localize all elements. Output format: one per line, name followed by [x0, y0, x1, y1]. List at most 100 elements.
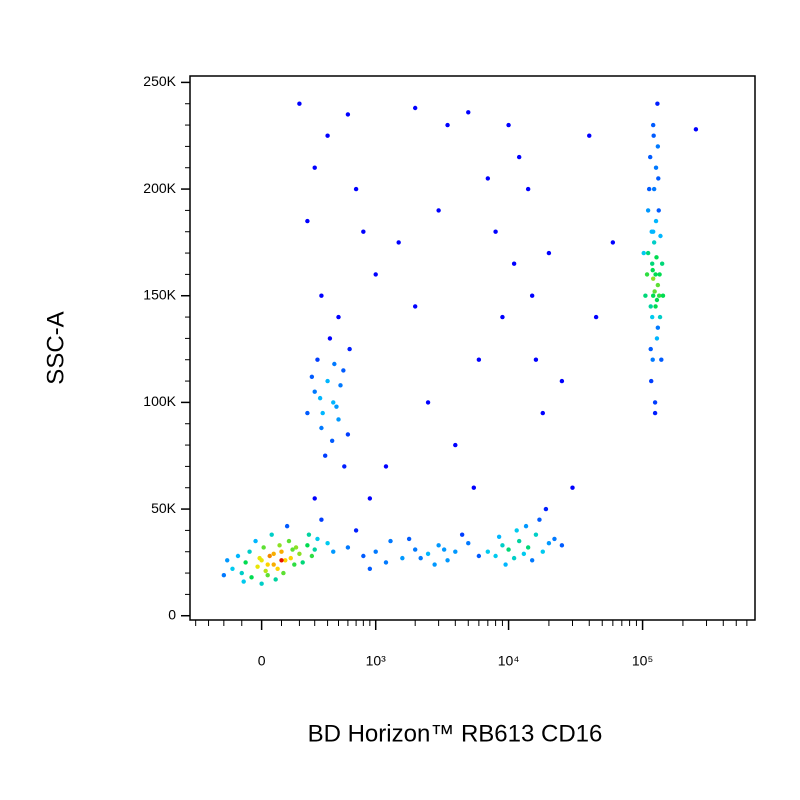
event-dot	[646, 186, 652, 192]
event-dot	[445, 558, 450, 563]
event-dot	[388, 538, 393, 544]
event-dot	[305, 543, 310, 548]
event-dot	[650, 267, 655, 273]
event-dot	[459, 532, 465, 537]
event-dot	[312, 165, 317, 170]
event-dot	[652, 289, 657, 294]
event-dot	[425, 400, 431, 405]
event-dot	[225, 558, 230, 563]
event-dot	[453, 549, 458, 554]
event-dot	[367, 566, 373, 571]
event-dot	[263, 568, 268, 574]
event-dot	[649, 378, 654, 384]
event-dot	[525, 545, 531, 550]
event-dot	[271, 551, 276, 557]
event-dot	[334, 404, 339, 409]
event-dot	[279, 558, 284, 563]
event-dot	[493, 553, 498, 559]
event-dot	[441, 547, 447, 552]
event-dot	[655, 325, 661, 330]
event-dot	[259, 581, 264, 586]
event-dot	[331, 549, 336, 554]
event-dot	[277, 543, 282, 548]
event-dot	[493, 229, 498, 234]
x-tick-label: 0	[258, 653, 266, 669]
event-dot	[654, 297, 660, 303]
event-dot	[658, 233, 663, 239]
y-axis-title: SSC-A	[42, 311, 69, 384]
event-dot	[257, 555, 262, 561]
event-dot	[485, 549, 491, 554]
event-dot	[322, 453, 328, 458]
event-dot	[396, 240, 401, 245]
event-dot	[533, 532, 539, 537]
event-dot	[281, 570, 286, 576]
event-dot	[643, 293, 648, 298]
event-dot	[286, 538, 292, 544]
x-tick-label: 10⁴	[498, 653, 520, 669]
event-dot	[353, 186, 359, 192]
x-axis-title: BD Horizon™ RB613 CD16	[308, 720, 603, 747]
event-dot	[425, 551, 431, 557]
event-dot	[593, 314, 599, 320]
event-dot	[653, 218, 659, 224]
event-dot	[432, 562, 437, 567]
y-tick-label: 250K	[143, 73, 176, 89]
event-dot	[290, 547, 295, 552]
event-dot	[241, 579, 246, 584]
event-dot	[275, 566, 280, 571]
event-dot	[300, 560, 305, 565]
event-dot	[331, 400, 336, 405]
event-dot	[654, 336, 660, 341]
event-dot	[312, 496, 317, 501]
event-dot	[476, 357, 482, 362]
event-dot	[230, 566, 235, 571]
event-dot	[644, 272, 650, 277]
event-dot	[367, 496, 373, 501]
event-dot	[373, 549, 378, 554]
event-dot	[279, 549, 284, 554]
event-dot	[570, 485, 575, 490]
event-dot	[453, 442, 458, 448]
event-dot	[540, 549, 545, 554]
event-dot	[319, 517, 324, 522]
event-dot	[319, 293, 324, 298]
event-dot	[523, 523, 529, 529]
event-dot	[655, 144, 661, 149]
event-dot	[261, 545, 266, 550]
event-dot	[525, 186, 531, 192]
event-dot	[656, 176, 661, 181]
event-dot	[306, 532, 312, 537]
y-tick-label: 100K	[143, 393, 176, 409]
event-dot	[476, 553, 482, 559]
event-dot	[383, 560, 389, 565]
event-dot	[332, 361, 337, 367]
event-dot	[652, 410, 658, 416]
event-dot	[485, 176, 491, 181]
event-dot	[650, 293, 656, 298]
event-dot	[269, 532, 274, 537]
event-dot	[325, 378, 330, 384]
event-dot	[511, 261, 517, 266]
event-dot	[383, 464, 389, 469]
event-dot	[309, 553, 315, 559]
event-dot	[657, 272, 662, 277]
event-dot	[649, 229, 654, 234]
y-tick-label: 0	[168, 606, 176, 622]
event-dot	[361, 229, 366, 234]
event-dot	[651, 240, 657, 245]
event-dot	[309, 374, 315, 379]
event-dot	[345, 112, 351, 117]
event-dot	[511, 555, 517, 561]
event-dot	[500, 543, 505, 548]
event-dot	[271, 562, 276, 567]
event-dot	[610, 240, 616, 245]
event-dot	[656, 293, 662, 298]
event-dot	[654, 255, 659, 260]
event-dot	[315, 536, 320, 542]
event-dot	[406, 536, 412, 542]
event-dot	[235, 553, 241, 559]
event-dot	[506, 122, 511, 128]
plot-frame	[189, 75, 756, 621]
event-dot	[650, 122, 656, 128]
